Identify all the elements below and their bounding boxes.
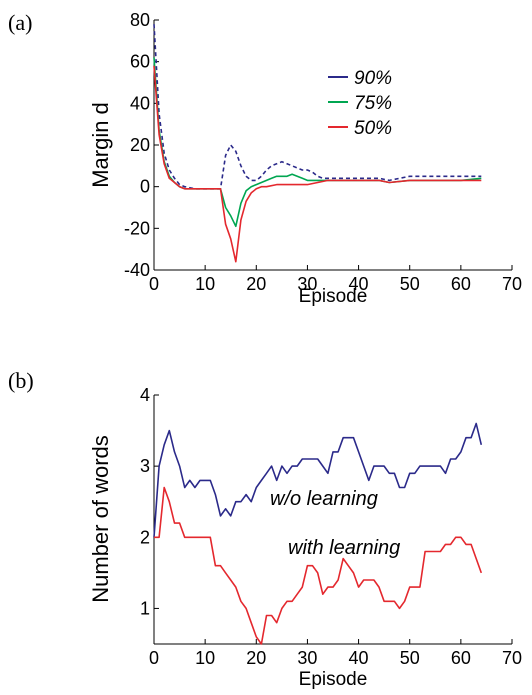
panel-a-label: (a) — [8, 10, 32, 35]
panel-a-x-tick-label: 60 — [451, 274, 471, 294]
panel-b-x-tick-label: 70 — [502, 648, 522, 668]
panel-a-y-tick-label: -20 — [124, 218, 150, 238]
panel-b-x-tick-label: 40 — [349, 648, 369, 668]
panel-b-x-tick-label: 50 — [400, 648, 420, 668]
annotation-with-learning: with learning — [288, 537, 400, 559]
panel-a-y-tick-label: 80 — [130, 10, 150, 30]
legend-label-75: 75% — [354, 93, 392, 114]
panel-a-y-tick-label: -40 — [124, 260, 150, 280]
panel-a-x-label: Episode — [299, 286, 368, 307]
panel-a-series-line-0 — [153, 24, 482, 190]
panel-a-y-tick-label: 0 — [140, 177, 150, 197]
panel-a-x-tick-label: 50 — [400, 274, 420, 294]
panel-b-y-label: Number of words — [88, 435, 113, 603]
panel-b-x-tick-label: 60 — [451, 648, 471, 668]
panel-b-y-tick-label: 1 — [140, 598, 150, 618]
panel-b-x-label: Episode — [299, 669, 368, 690]
panel-a-y-tick-label: 20 — [130, 135, 150, 155]
panel-b-series-line-1 — [154, 486, 483, 645]
legend-label-90: 90% — [354, 68, 392, 89]
panel-a-series — [153, 24, 482, 263]
panel-b-series — [153, 422, 483, 645]
panel-a-x-tick-label: 0 — [149, 274, 159, 294]
panel-a-legend: 90% 75% 50% — [328, 68, 392, 139]
legend-label-50: 50% — [354, 118, 392, 139]
panel-a-y-tick-label: 40 — [130, 93, 150, 113]
panel-b: (b) 1 2 3 4 0 10 20 30 40 50 60 70 Episode Number … — [8, 368, 522, 690]
panel-b-x-tick-label: 30 — [297, 648, 317, 668]
panel-b-x-tick-label: 20 — [246, 648, 266, 668]
panel-a-x-ticks: 0 10 20 30 40 50 60 70 — [149, 265, 522, 294]
panel-b-y-tick-label: 4 — [140, 385, 150, 405]
panel-a-y-label: Margin d — [88, 102, 113, 188]
panel-a-y-tick-label: 60 — [130, 52, 150, 72]
panel-b-y-tick-label: 2 — [140, 527, 150, 547]
panel-a-series-line-1 — [153, 57, 482, 228]
panel-a-series-line-2 — [153, 65, 482, 263]
panel-b-series-line-0 — [153, 422, 483, 538]
panel-b-y-tick-label: 3 — [140, 456, 150, 476]
panel-b-x-tick-label: 0 — [149, 648, 159, 668]
panel-b-label: (b) — [8, 368, 34, 393]
panel-b-x-ticks: 0 10 20 30 40 50 60 70 — [149, 639, 522, 668]
panel-b-x-tick-label: 10 — [195, 648, 215, 668]
panel-a: (a) -40 -20 0 20 40 60 80 0 10 20 30 40 50 60 70 Epis… — [8, 10, 522, 307]
panel-a-y-ticks: -40 -20 0 20 40 60 80 — [124, 10, 159, 280]
panel-a-x-tick-label: 70 — [502, 274, 522, 294]
panel-a-x-tick-label: 40 — [349, 274, 369, 294]
panel-a-x-tick-label: 30 — [297, 274, 317, 294]
panel-a-x-tick-label: 20 — [246, 274, 266, 294]
annotation-wo-learning: w/o learning — [270, 488, 378, 510]
panel-a-x-tick-label: 10 — [195, 274, 215, 294]
